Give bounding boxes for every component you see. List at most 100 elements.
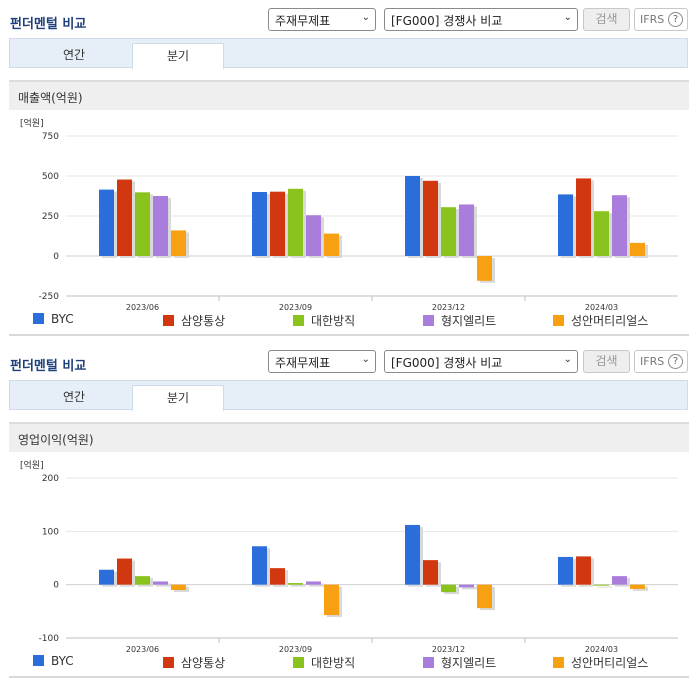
bar: [459, 204, 474, 256]
legend-item-sungan[interactable]: 성안머티리얼스: [553, 654, 648, 671]
chart-legend: BYC 삼양통상 대한방직 형지엘리트 성안머티리얼스: [0, 312, 696, 330]
compare-group-select[interactable]: [FG000] 경쟁사 비교 ⌄: [384, 8, 578, 31]
tab-quarterly[interactable]: 분기: [132, 385, 224, 411]
x-tick-label: 2024/03: [585, 303, 618, 310]
financial-statement-select[interactable]: 주재무제표 ⌄: [268, 350, 376, 373]
legend-item-hyungji[interactable]: 형지엘리트: [423, 654, 496, 671]
bar: [441, 584, 456, 593]
revenue-panel: 펀더멘털 비교 주재무제표 ⌄ [FG000] 경쟁사 비교 ⌄ 검색 IFRS…: [0, 0, 696, 336]
legend-label: BYC: [51, 312, 74, 326]
bar: [612, 195, 627, 256]
legend-item-hyungji[interactable]: 형지엘리트: [423, 312, 496, 329]
ifrs-label: IFRS: [640, 13, 665, 26]
ifrs-help-button[interactable]: IFRS ?: [634, 350, 688, 373]
x-tick-label: 2023/06: [126, 645, 159, 652]
bar: [405, 524, 420, 585]
legend-label: 형지엘리트: [441, 656, 497, 670]
legend-label: 대한방직: [311, 314, 356, 328]
bar: [477, 256, 492, 281]
chevron-down-icon: ⌄: [361, 354, 370, 365]
bar: [288, 583, 303, 585]
bar: [594, 211, 609, 256]
chevron-down-icon: ⌄: [361, 12, 370, 23]
bar: [153, 581, 168, 585]
bar: [558, 556, 573, 585]
y-tick-label: 500: [42, 172, 59, 182]
y-tick-label: -100: [39, 634, 60, 644]
bar: [405, 176, 420, 256]
chevron-down-icon: ⌄: [563, 354, 572, 365]
bar-shadow: [597, 586, 612, 588]
financial-statement-select[interactable]: 주재무제표 ⌄: [268, 8, 376, 31]
bar: [630, 584, 645, 589]
bar: [99, 189, 114, 256]
bar: [324, 233, 339, 256]
x-tick-label: 2023/06: [126, 303, 159, 310]
legend-label: 형지엘리트: [441, 314, 497, 328]
tab-annual[interactable]: 연간: [62, 390, 86, 404]
y-tick-label: 0: [53, 581, 59, 591]
bar: [576, 178, 591, 256]
bar: [171, 584, 186, 590]
bar: [477, 584, 492, 609]
legend-swatch: [553, 657, 564, 668]
panel-header: 펀더멘털 비교 주재무제표 ⌄ [FG000] 경쟁사 비교 ⌄ 검색 IFRS…: [0, 0, 696, 38]
panel-title: 펀더멘털 비교: [10, 359, 87, 374]
legend-item-daehan[interactable]: 대한방직: [293, 312, 355, 329]
bar: [594, 584, 609, 586]
bar: [324, 584, 339, 616]
bar: [558, 194, 573, 256]
operating-income-chart: [억원] 200 100 0 -100 2023/06 2023/09 2023/12 2024…: [20, 459, 678, 652]
panel-header: 펀더멘털 비교 주재무제표 ⌄ [FG000] 경쟁사 비교 ⌄ 검색 IFRS…: [0, 342, 696, 380]
legend-swatch: [553, 315, 564, 326]
bar: [270, 568, 285, 585]
legend-label: 성안머티리얼스: [571, 656, 649, 670]
bar: [630, 242, 645, 256]
legend-item-samyang[interactable]: 삼양통상: [163, 312, 225, 329]
legend-swatch: [163, 315, 174, 326]
compare-group-select-value: [FG000] 경쟁사 비교: [391, 14, 503, 28]
legend-item-sungan[interactable]: 성안머티리얼스: [553, 312, 648, 329]
bar: [423, 560, 438, 585]
bar: [135, 192, 150, 256]
x-tick-label: 2024/03: [585, 645, 618, 652]
compare-group-select-value: [FG000] 경쟁사 비교: [391, 356, 503, 370]
y-unit-label: [억원]: [20, 117, 44, 129]
chevron-down-icon: ⌄: [563, 12, 572, 23]
panel-title: 펀더멘털 비교: [10, 17, 87, 32]
legend-label: 성안머티리얼스: [571, 314, 649, 328]
bar-shadow: [156, 583, 171, 587]
chart-title: 영업이익(억원): [18, 433, 94, 447]
legend-swatch: [163, 657, 174, 668]
legend-item-byc[interactable]: BYC: [33, 654, 74, 668]
tab-quarterly[interactable]: 분기: [132, 43, 224, 69]
bar: [459, 584, 474, 588]
bar: [252, 192, 267, 256]
financial-statement-select-value: 주재무제표: [275, 14, 331, 28]
bar: [612, 576, 627, 585]
legend-item-byc[interactable]: BYC: [33, 312, 74, 326]
ifrs-help-button[interactable]: IFRS ?: [634, 8, 688, 31]
period-tabs: 연간 분기: [9, 380, 688, 411]
bar: [135, 576, 150, 585]
legend-item-daehan[interactable]: 대한방직: [293, 654, 355, 671]
tab-annual[interactable]: 연간: [62, 48, 86, 62]
revenue-chart: [억원] 750 500 250 0 -250 2023/06 2023/09 2023/12 2…: [20, 117, 678, 310]
compare-group-select[interactable]: [FG000] 경쟁사 비교 ⌄: [384, 350, 578, 373]
search-button[interactable]: 검색: [583, 8, 630, 31]
x-tick-label: 2023/09: [279, 645, 312, 652]
legend-item-samyang[interactable]: 삼양통상: [163, 654, 225, 671]
chart-title: 매출액(억원): [18, 91, 83, 105]
operating-income-panel: 펀더멘털 비교 주재무제표 ⌄ [FG000] 경쟁사 비교 ⌄ 검색 IFRS…: [0, 342, 696, 684]
x-tick-label: 2023/12: [432, 645, 465, 652]
financial-statement-select-value: 주재무제표: [275, 356, 331, 370]
legend-swatch: [293, 657, 304, 668]
legend-swatch: [293, 315, 304, 326]
x-tick-label: 2023/09: [279, 303, 312, 310]
bar: [270, 191, 285, 256]
bar: [117, 179, 132, 256]
y-tick-label: 0: [53, 252, 59, 262]
search-button[interactable]: 검색: [583, 350, 630, 373]
period-tabs: 연간 분기: [9, 38, 688, 69]
bar-shadow: [309, 583, 324, 587]
